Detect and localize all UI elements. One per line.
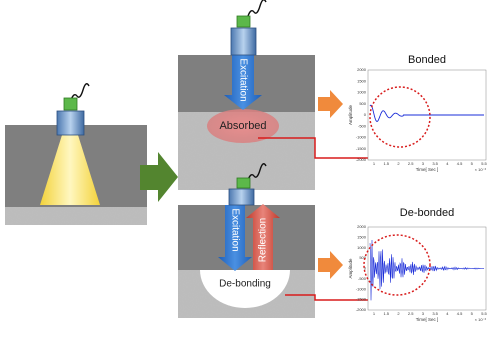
highlight-circle [369, 86, 431, 148]
y-tick-label: 2000 [357, 67, 367, 72]
y-axis-label: Amplitude [348, 258, 353, 279]
x-tick-label: 1 [373, 161, 376, 166]
x-tick-label: 4.5 [457, 161, 463, 166]
x-tick-label: 2 [397, 161, 400, 166]
y-tick-label: 500 [359, 255, 366, 260]
x-tick-label: 3 [422, 161, 425, 166]
y-tick-label: -500 [358, 123, 367, 128]
waveform [369, 239, 485, 301]
sensor [228, 163, 267, 206]
y-tick-label: 500 [359, 101, 366, 106]
y-tick-label: -1500 [356, 297, 367, 302]
x-axis-label: Time[ Sec ] [416, 167, 439, 172]
debonding-label: De-bonding [219, 279, 271, 290]
y-tick-label: 0 [364, 112, 367, 117]
specimen-debonded [178, 204, 401, 318]
x-tick-label: 1.5 [383, 161, 389, 166]
y-tick-label: 1000 [357, 90, 367, 95]
x-exponent: × 10⁻³ [475, 167, 487, 172]
plot-title: De-bonded [400, 207, 454, 219]
y-tick-label: 1500 [357, 78, 367, 83]
sensor [56, 83, 90, 136]
sensor [230, 0, 267, 56]
y-tick-label: -2000 [356, 157, 367, 162]
reflection-label: Reflection [258, 218, 269, 262]
x-tick-label: 3.5 [432, 311, 438, 316]
absorbed-label: Absorbed [219, 120, 266, 132]
x-tick-label: 5 [471, 311, 474, 316]
x-tick-label: 2.5 [408, 311, 414, 316]
arrow [318, 90, 343, 118]
x-tick-label: 5.5 [481, 311, 487, 316]
y-tick-label: 2000 [357, 224, 367, 229]
x-tick-label: 3.5 [432, 161, 438, 166]
x-tick-label: 4 [446, 311, 449, 316]
y-tick-label: -500 [358, 276, 367, 281]
y-tick-label: -1000 [356, 135, 367, 140]
specimen-left [5, 125, 147, 225]
y-tick-label: 1500 [357, 234, 367, 239]
waveform [369, 104, 484, 123]
x-tick-label: 5 [471, 161, 474, 166]
x-tick-label: 3 [422, 311, 425, 316]
x-exponent: × 10⁻³ [475, 317, 487, 322]
y-tick-label: 0 [364, 266, 367, 271]
plot-title: Bonded [408, 54, 446, 66]
y-tick-label: 1000 [357, 245, 367, 250]
highlight-circle [363, 234, 431, 296]
arrow [318, 251, 343, 279]
x-tick-label: 5.5 [481, 161, 487, 166]
excitation-label: Excitation [237, 58, 248, 101]
y-tick-label: -1500 [356, 146, 367, 151]
x-tick-label: 2 [397, 311, 400, 316]
arrow [140, 152, 178, 202]
x-tick-label: 4.5 [457, 311, 463, 316]
x-axis-label: Time[ Sec ] [416, 317, 439, 322]
y-axis-label: Amplitude [348, 105, 353, 126]
x-tick-label: 2.5 [408, 161, 414, 166]
y-tick-label: -1000 [356, 286, 367, 291]
x-tick-label: 1 [373, 311, 376, 316]
y-tick-label: -2000 [356, 307, 367, 312]
x-tick-label: 4 [446, 161, 449, 166]
x-tick-label: 1.5 [383, 311, 389, 316]
excitation-label: Excitation [229, 208, 240, 251]
specimen-bonded [178, 55, 404, 190]
